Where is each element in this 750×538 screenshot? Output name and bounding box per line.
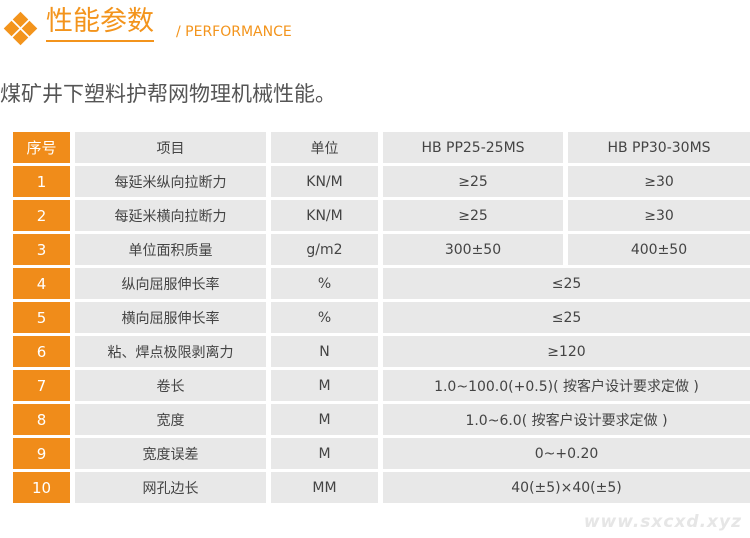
cell-item: 横向屈服伸长率: [75, 302, 266, 333]
cell-v: ≤25: [383, 302, 750, 333]
cell-item: 粘、焊点极限剥离力: [75, 336, 266, 367]
cell-v1: ≥25: [383, 200, 563, 231]
cell-item: 网孔边长: [75, 472, 266, 503]
cell-no: 10: [13, 472, 70, 503]
cell-item: 单位面积质量: [75, 234, 266, 265]
cell-no: 9: [13, 438, 70, 469]
table-row: 9 宽度误差 M 0~+0.20: [13, 438, 750, 469]
header-cell: 项目: [75, 132, 266, 163]
cell-no: 3: [13, 234, 70, 265]
cell-no: 1: [13, 166, 70, 197]
section-subtitle: / PERFORMANCE: [176, 24, 292, 40]
cell-v: 1.0~100.0(+0.5)( 按客户设计要求定做 ): [383, 370, 750, 401]
cell-unit: M: [271, 370, 378, 401]
header-cell: 序号: [13, 132, 70, 163]
cell-v: ≤25: [383, 268, 750, 299]
cell-v: 40(±5)×40(±5): [383, 472, 750, 503]
cell-no: 4: [13, 268, 70, 299]
cell-item: 宽度误差: [75, 438, 266, 469]
cell-no: 6: [13, 336, 70, 367]
table-row: 1 每延米纵向拉断力 KN/M ≥25 ≥30: [13, 166, 750, 197]
table-row: 3 单位面积质量 g/m2 300±50 400±50: [13, 234, 750, 265]
table-row: 2 每延米横向拉断力 KN/M ≥25 ≥30: [13, 200, 750, 231]
section-title: 性能参数: [46, 6, 154, 42]
header-cell: HB PP25-25MS: [383, 132, 563, 163]
cell-no: 8: [13, 404, 70, 435]
cell-v: 1.0~6.0( 按客户设计要求定做 ): [383, 404, 750, 435]
cell-unit: %: [271, 268, 378, 299]
cell-unit: M: [271, 438, 378, 469]
header-cell: 单位: [271, 132, 378, 163]
cell-unit: MM: [271, 472, 378, 503]
table-row: 8 宽度 M 1.0~6.0( 按客户设计要求定做 ): [13, 404, 750, 435]
cell-v2: ≥30: [568, 200, 750, 231]
cell-v: 0~+0.20: [383, 438, 750, 469]
description: 煤矿井下塑料护帮网物理机械性能。: [0, 82, 336, 106]
cell-no: 7: [13, 370, 70, 401]
cell-unit: N: [271, 336, 378, 367]
cell-v2: 400±50: [568, 234, 750, 265]
watermark: www.sxcxd.xyz: [583, 512, 742, 532]
cell-no: 5: [13, 302, 70, 333]
cell-unit: %: [271, 302, 378, 333]
cell-unit: M: [271, 404, 378, 435]
header-cell: HB PP30-30MS: [568, 132, 750, 163]
cell-unit: KN/M: [271, 166, 378, 197]
table-row: 6 粘、焊点极限剥离力 N ≥120: [13, 336, 750, 367]
cell-item: 每延米纵向拉断力: [75, 166, 266, 197]
cell-item: 宽度: [75, 404, 266, 435]
cell-v2: ≥30: [568, 166, 750, 197]
cell-unit: KN/M: [271, 200, 378, 231]
cell-v1: ≥25: [383, 166, 563, 197]
cell-v: ≥120: [383, 336, 750, 367]
cell-item: 卷长: [75, 370, 266, 401]
cell-item: 纵向屈服伸长率: [75, 268, 266, 299]
table-header-row: 序号 项目 单位 HB PP25-25MS HB PP30-30MS: [13, 132, 750, 163]
performance-table: 序号 项目 单位 HB PP25-25MS HB PP30-30MS 1 每延米纵…: [8, 129, 750, 506]
table-row: 5 横向屈服伸长率% ≤25: [13, 302, 750, 333]
cell-unit: g/m2: [271, 234, 378, 265]
table-row: 10 网孔边长 MM 40(±5)×40(±5): [13, 472, 750, 503]
table-row: 4 纵向屈服伸长率% ≤25: [13, 268, 750, 299]
cell-v1: 300±50: [383, 234, 563, 265]
cell-no: 2: [13, 200, 70, 231]
cell-item: 每延米横向拉断力: [75, 200, 266, 231]
table-row: 7 卷长 M 1.0~100.0(+0.5)( 按客户设计要求定做 ): [13, 370, 750, 401]
